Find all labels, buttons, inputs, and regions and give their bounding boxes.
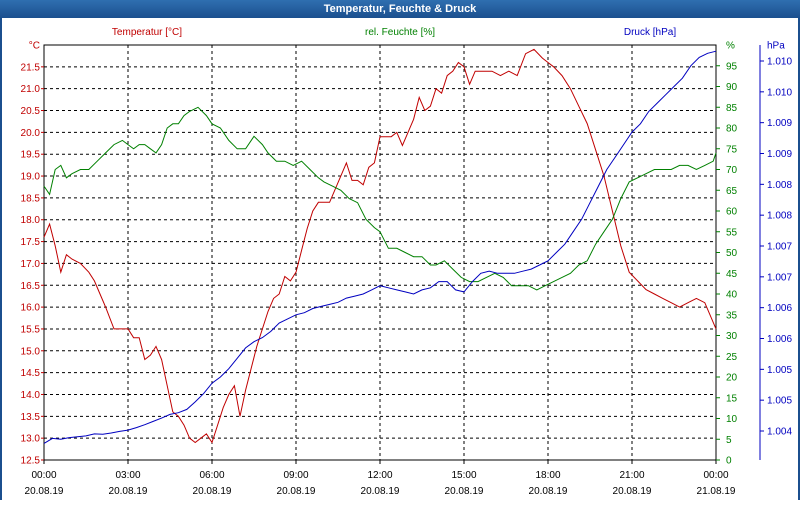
y-tick-humidity: 80 <box>726 124 738 135</box>
pressure-unit-label: hPa <box>767 41 785 52</box>
y-tick-humidity: 0 <box>726 456 732 467</box>
y-tick-humidity: 15 <box>726 393 738 404</box>
series-line-humidity <box>43 106 717 291</box>
y-tick-temperature: 14.0 <box>21 390 41 401</box>
humidity-axis-title: rel. Feuchte [%] <box>365 27 435 38</box>
y-tick-humidity: 20 <box>726 373 738 384</box>
y-tick-temperature: 19.0 <box>21 172 41 183</box>
y-tick-humidity: 70 <box>726 165 738 176</box>
y-tick-temperature: 20.5 <box>21 106 41 117</box>
y-tick-humidity: 65 <box>726 186 738 197</box>
y-tick-humidity: 60 <box>726 207 738 218</box>
series-line-temperature <box>43 48 717 444</box>
temperature-unit-label: °C <box>29 41 40 52</box>
x-tick-date: 20.08.19 <box>109 486 148 497</box>
x-tick-time: 00:00 <box>703 470 728 481</box>
x-tick-time: 03:00 <box>115 470 140 481</box>
y-tick-pressure: 1.007 <box>767 272 792 283</box>
x-tick-date: 20.08.19 <box>529 486 568 497</box>
y-tick-pressure: 1.009 <box>767 149 792 160</box>
y-tick-humidity: 45 <box>726 269 738 280</box>
y-tick-temperature: 12.5 <box>21 456 41 467</box>
humidity-unit-label: % <box>726 41 735 52</box>
y-tick-temperature: 15.0 <box>21 346 41 357</box>
x-tick-date: 20.08.19 <box>613 486 652 497</box>
y-tick-temperature: 18.5 <box>21 193 41 204</box>
y-tick-humidity: 85 <box>726 103 738 114</box>
y-tick-pressure: 1.006 <box>767 334 792 345</box>
y-tick-humidity: 95 <box>726 61 738 72</box>
x-tick-date: 20.08.19 <box>25 486 64 497</box>
y-tick-humidity: 75 <box>726 144 738 155</box>
y-tick-temperature: 21.5 <box>21 62 41 73</box>
x-tick-time: 06:00 <box>199 470 224 481</box>
y-tick-temperature: 20.0 <box>21 128 41 139</box>
x-tick-time: 00:00 <box>31 470 56 481</box>
y-tick-temperature: 21.0 <box>21 84 41 95</box>
pressure-axis-title: Druck [hPa] <box>624 27 676 38</box>
x-tick-date: 20.08.19 <box>445 486 484 497</box>
chart-svg: 12.5 13.0 13.5 14.0 14.5 15.0 15.5 16.0 16.5 17.0… <box>21 27 793 497</box>
y-tick-pressure: 1.008 <box>767 180 792 191</box>
y-tick-humidity: 5 <box>726 435 732 446</box>
y-tick-temperature: 19.5 <box>21 150 41 161</box>
y-tick-humidity: 50 <box>726 248 738 259</box>
y-tick-pressure: 1.005 <box>767 365 792 376</box>
y-tick-humidity: 40 <box>726 290 738 301</box>
temperature-axis-title: Temperatur [°C] <box>112 27 182 38</box>
y-tick-temperature: 15.5 <box>21 324 41 335</box>
y-tick-humidity: 35 <box>726 310 738 321</box>
y-tick-pressure: 1.009 <box>767 118 792 129</box>
series-line-pressure <box>43 50 717 444</box>
x-tick-time: 15:00 <box>451 470 476 481</box>
y-tick-pressure: 1.008 <box>767 211 792 222</box>
y-tick-temperature: 13.0 <box>21 434 41 445</box>
y-tick-pressure: 1.010 <box>767 57 792 68</box>
y-tick-temperature: 16.5 <box>21 281 41 292</box>
y-tick-temperature: 17.5 <box>21 237 41 248</box>
x-tick-time: 09:00 <box>283 470 308 481</box>
x-tick-date: 21.08.19 <box>697 486 736 497</box>
x-tick-time: 18:00 <box>535 470 560 481</box>
y-tick-temperature: 16.0 <box>21 303 41 314</box>
y-tick-temperature: 14.5 <box>21 368 41 379</box>
y-tick-temperature: 13.5 <box>21 412 41 423</box>
y-tick-humidity: 10 <box>726 414 738 425</box>
x-tick-time: 12:00 <box>367 470 392 481</box>
x-tick-date: 20.08.19 <box>361 486 400 497</box>
y-tick-humidity: 30 <box>726 331 738 342</box>
y-tick-pressure: 1.006 <box>767 303 792 314</box>
y-tick-temperature: 18.0 <box>21 215 41 226</box>
y-tick-humidity: 90 <box>726 82 738 93</box>
x-tick-time: 21:00 <box>619 470 644 481</box>
x-tick-date: 20.08.19 <box>277 486 316 497</box>
chart-title: Temperatur, Feuchte & Druck <box>0 0 800 18</box>
chart-area: 12.5 13.0 13.5 14.0 14.5 15.0 15.5 16.0 16.5 17.0… <box>0 18 800 500</box>
y-tick-pressure: 1.007 <box>767 242 792 253</box>
y-tick-pressure: 1.005 <box>767 396 792 407</box>
y-tick-humidity: 25 <box>726 352 738 363</box>
y-tick-temperature: 17.0 <box>21 259 41 270</box>
x-tick-date: 20.08.19 <box>193 486 232 497</box>
y-tick-pressure: 1.010 <box>767 87 792 98</box>
y-tick-humidity: 55 <box>726 227 738 238</box>
y-tick-pressure: 1.004 <box>767 427 792 438</box>
